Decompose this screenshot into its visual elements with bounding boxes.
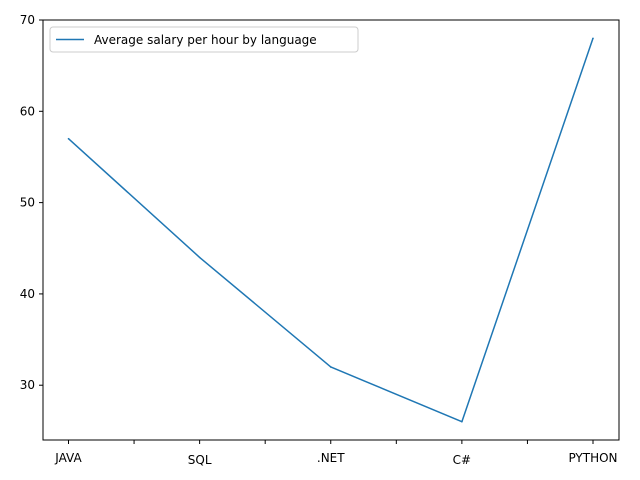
y-tick-label: 50 bbox=[20, 196, 35, 210]
y-tick-label: 70 bbox=[20, 13, 35, 27]
plot-area: 30 40 50 60 70 JAVA SQL .NET C# PYTHON Average sal… bbox=[20, 13, 620, 467]
legend-box bbox=[49, 26, 359, 53]
x-tick-label: SQL bbox=[188, 453, 212, 467]
x-tick-label: JAVA bbox=[54, 451, 82, 465]
y-tick-label: 40 bbox=[20, 287, 35, 301]
x-tick-label: PYTHON bbox=[568, 451, 617, 465]
y-tick-label: 30 bbox=[20, 378, 35, 392]
data-point bbox=[67, 137, 70, 140]
x-tick-label: C# bbox=[453, 453, 471, 467]
x-tick-label: .NET bbox=[317, 451, 345, 465]
legend-label: Average salary per hour by language bbox=[94, 33, 317, 47]
data-point bbox=[329, 366, 332, 368]
data-point bbox=[592, 37, 594, 40]
y-tick-label: 60 bbox=[20, 104, 35, 118]
data-point bbox=[461, 420, 463, 423]
data-point bbox=[198, 256, 201, 259]
